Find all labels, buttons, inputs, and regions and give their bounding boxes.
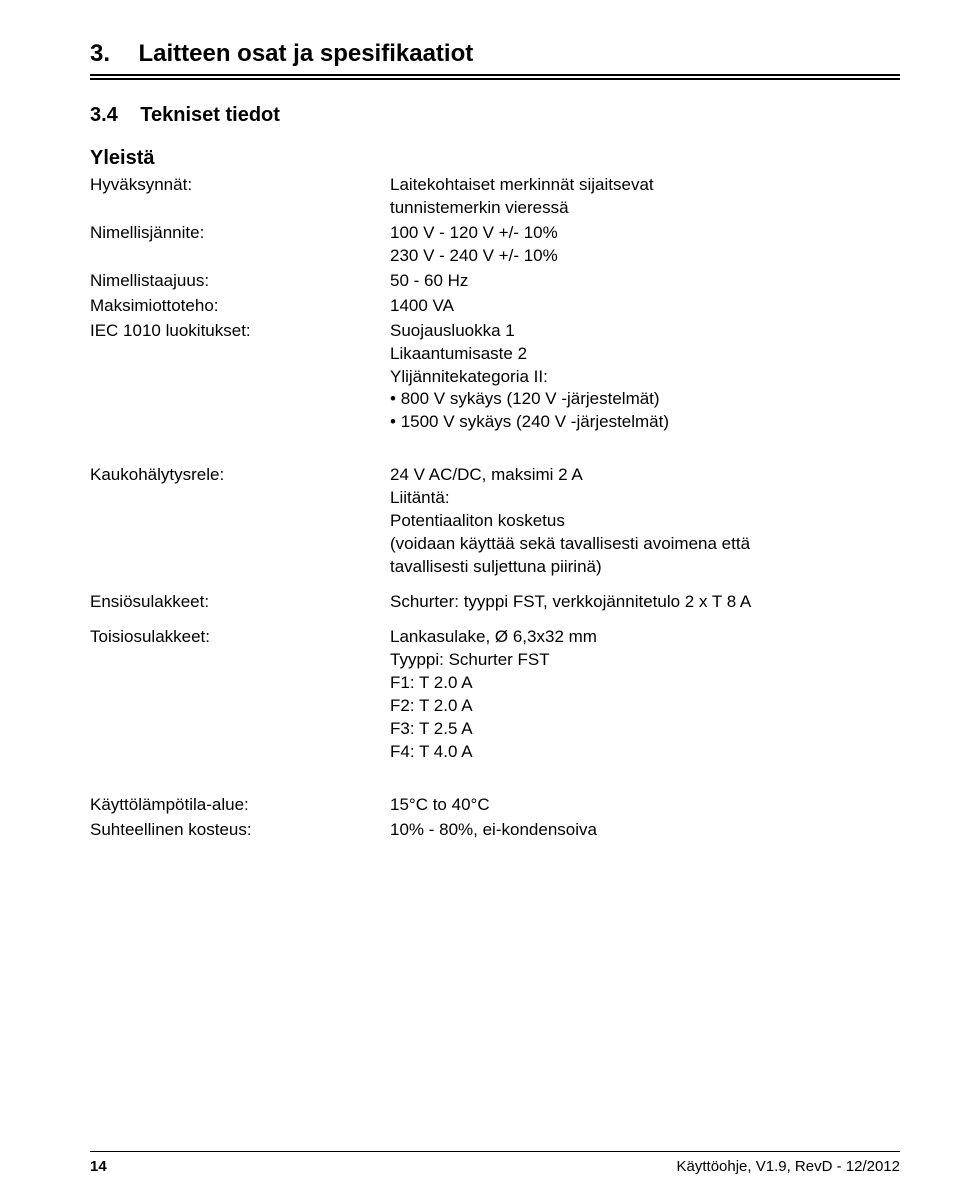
row-nominal-freq: Nimellistaajuus: 50 - 60 Hz bbox=[90, 270, 900, 293]
value-remote-alarm: 24 V AC/DC, maksimi 2 A Liitäntä: Potent… bbox=[390, 464, 900, 579]
label-iec: IEC 1010 luokitukset: bbox=[90, 320, 390, 343]
row-approvals: Hyväksynnät: Laitekohtaiset merkinnät si… bbox=[90, 174, 900, 220]
label-humidity: Suhteellinen kosteus: bbox=[90, 819, 390, 842]
row-iec: IEC 1010 luokitukset: Suojausluokka 1 Li… bbox=[90, 320, 900, 435]
iec-bullet-2: 1500 V sykäys (240 V -järjestelmät) bbox=[390, 411, 900, 434]
label-primary-fuses: Ensiösulakkeet: bbox=[90, 591, 390, 614]
iec-bullets: 800 V sykäys (120 V -järjestelmät) 1500 … bbox=[390, 388, 900, 434]
label-nominal-voltage: Nimellisjännite: bbox=[90, 222, 390, 245]
doc-version: Käyttöohje, V1.9, RevD - 12/2012 bbox=[677, 1158, 900, 1175]
page-footer: 14 Käyttöohje, V1.9, RevD - 12/2012 bbox=[90, 1151, 900, 1175]
row-secondary-fuses: Toisiosulakkeet: Lankasulake, Ø 6,3x32 m… bbox=[90, 626, 900, 764]
section-title: Laitteen osat ja spesifikaatiot bbox=[138, 40, 473, 67]
section-rule bbox=[90, 74, 900, 80]
row-nominal-voltage: Nimellisjännite: 100 V - 120 V +/- 10% 2… bbox=[90, 222, 900, 268]
group-general-label: Yleistä bbox=[90, 147, 900, 170]
row-remote-alarm: Kaukohälytysrele: 24 V AC/DC, maksimi 2 … bbox=[90, 464, 900, 579]
label-temp: Käyttölämpötila-alue: bbox=[90, 794, 390, 817]
iec-bullet-1: 800 V sykäys (120 V -järjestelmät) bbox=[390, 388, 900, 411]
label-nominal-freq: Nimellistaajuus: bbox=[90, 270, 390, 293]
label-max-power: Maksimiottoteho: bbox=[90, 295, 390, 318]
subsection-header: 3.4 Tekniset tiedot bbox=[90, 104, 900, 127]
section-header: 3. Laitteen osat ja spesifikaatiot bbox=[90, 40, 900, 68]
page-number: 14 bbox=[90, 1158, 107, 1175]
value-nominal-freq: 50 - 60 Hz bbox=[390, 270, 900, 293]
label-remote-alarm: Kaukohälytysrele: bbox=[90, 464, 390, 487]
section-number: 3. bbox=[90, 40, 110, 67]
subsection-title: Tekniset tiedot bbox=[140, 104, 280, 126]
value-nominal-voltage: 100 V - 120 V +/- 10% 230 V - 240 V +/- … bbox=[390, 222, 900, 268]
row-humidity: Suhteellinen kosteus: 10% - 80%, ei-kond… bbox=[90, 819, 900, 842]
value-primary-fuses: Schurter: tyyppi FST, verkkojännitetulo … bbox=[390, 591, 900, 614]
value-temp: 15°C to 40°C bbox=[390, 794, 900, 817]
subsection-number: 3.4 bbox=[90, 104, 118, 126]
value-max-power: 1400 VA bbox=[390, 295, 900, 318]
row-primary-fuses: Ensiösulakkeet: Schurter: tyyppi FST, ve… bbox=[90, 591, 900, 614]
value-iec: Suojausluokka 1 Likaantumisaste 2 Ylijän… bbox=[390, 320, 900, 435]
value-humidity: 10% - 80%, ei-kondensoiva bbox=[390, 819, 900, 842]
label-secondary-fuses: Toisiosulakkeet: bbox=[90, 626, 390, 649]
row-max-power: Maksimiottoteho: 1400 VA bbox=[90, 295, 900, 318]
value-secondary-fuses: Lankasulake, Ø 6,3x32 mm Tyyppi: Schurte… bbox=[390, 626, 900, 764]
row-temp: Käyttölämpötila-alue: 15°C to 40°C bbox=[90, 794, 900, 817]
label-approvals: Hyväksynnät: bbox=[90, 174, 390, 197]
value-approvals: Laitekohtaiset merkinnät sijaitsevat tun… bbox=[390, 174, 900, 220]
